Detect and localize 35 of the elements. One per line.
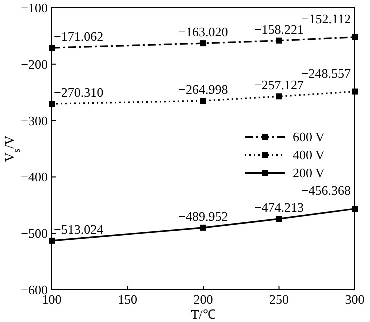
data-label: −152.112 [302, 11, 351, 26]
point [352, 88, 358, 95]
point [276, 216, 282, 222]
x-tick-label: 300 [345, 292, 365, 307]
point [352, 206, 358, 212]
data-label: −158.221 [254, 22, 304, 37]
point [49, 45, 55, 52]
point [200, 40, 206, 47]
legend-label: 600 V [293, 130, 326, 145]
point [200, 224, 206, 231]
y-tick-label: −500 [21, 226, 48, 242]
data-label: −264.998 [178, 82, 228, 98]
point [352, 34, 358, 40]
legend-label: 200 V [293, 166, 326, 181]
y-tick-label: −200 [21, 56, 48, 72]
point [276, 38, 282, 44]
data-label: −270.310 [54, 85, 104, 100]
x-tick-label: 200 [194, 292, 214, 307]
legend-label: 400 V [293, 148, 326, 163]
data-label: −171.062 [54, 29, 104, 44]
data-label: −456.368 [301, 182, 351, 198]
data-label: −489.952 [178, 208, 228, 224]
point [49, 238, 55, 244]
point [276, 94, 282, 100]
x-tick-label: 150 [118, 292, 138, 307]
y-tick-label: −300 [21, 113, 48, 128]
y-tick-label: −400 [21, 170, 48, 185]
data-label: −474.213 [254, 200, 304, 216]
point [49, 101, 55, 108]
x-tick-label: 250 [270, 292, 289, 307]
y-tick-label: −100 [21, 0, 48, 16]
data-label: −163.020 [178, 24, 228, 40]
point [200, 98, 206, 104]
data-label: −513.024 [54, 222, 104, 237]
x-axis-title: T/℃ [191, 307, 216, 322]
